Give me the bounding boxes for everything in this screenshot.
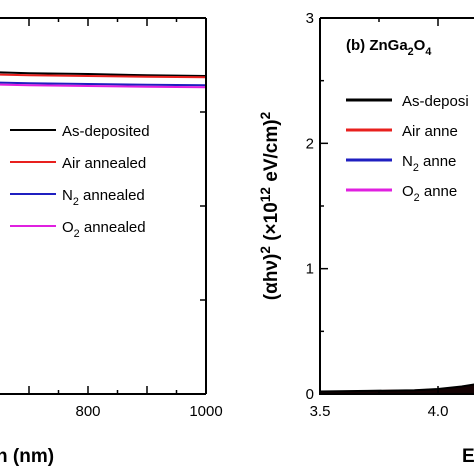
panel-a-legend-label: As-deposited <box>62 123 150 140</box>
panel-a-legend-label: Air annealed <box>62 155 146 172</box>
panel-a-series-line <box>0 83 207 89</box>
panel-b-legend-label: O2 anne <box>402 183 457 204</box>
panel-b-legend-label: Air anne <box>402 123 458 140</box>
panel-b-y-tick-label: 3 <box>306 10 314 27</box>
panel-a-legend-label: N2 annealed <box>62 187 145 208</box>
panel-a-x-tick-label: 1000 <box>189 403 222 420</box>
panel-a-x-tick-label: 800 <box>75 403 100 420</box>
panel-b-x-tick-label: 3.5 <box>310 403 331 420</box>
panel-a-series-line <box>0 81 207 87</box>
panel-b-x-axis-label: E <box>462 446 474 467</box>
panel-b-title: (b) ZnGa2O4 <box>346 37 431 58</box>
panel-b-y-axis-label: (αhν)2 (×1012 eV/cm)2 <box>258 111 282 300</box>
panel-a-series-line <box>0 73 207 79</box>
panel-a-series-line <box>0 71 207 77</box>
panel-b: 0 1 2 3 3.5 4.0 E (αhν)2 (×1012 eV/cm)2 (b) ZnGa… <box>258 10 474 467</box>
panel-b-legend-label: As-deposi <box>402 93 469 110</box>
panel-b-x-tick-label: 4.0 <box>428 403 449 420</box>
panel-a-x-axis-label: h (nm) <box>0 446 54 467</box>
panel-b-y-tick-label: 1 <box>306 261 314 278</box>
panel-b-y-tick-label: 0 <box>306 386 314 403</box>
panel-b-y-tick-label: 2 <box>306 135 314 152</box>
panel-b-legend-label: N2 anne <box>402 153 456 174</box>
panel-a-legend-label: O2 annealed <box>62 219 146 240</box>
panel-a: 800 1000 h (nm) As-deposited Air annealed N2 … <box>0 17 223 467</box>
panel-b-series-area <box>319 383 474 395</box>
